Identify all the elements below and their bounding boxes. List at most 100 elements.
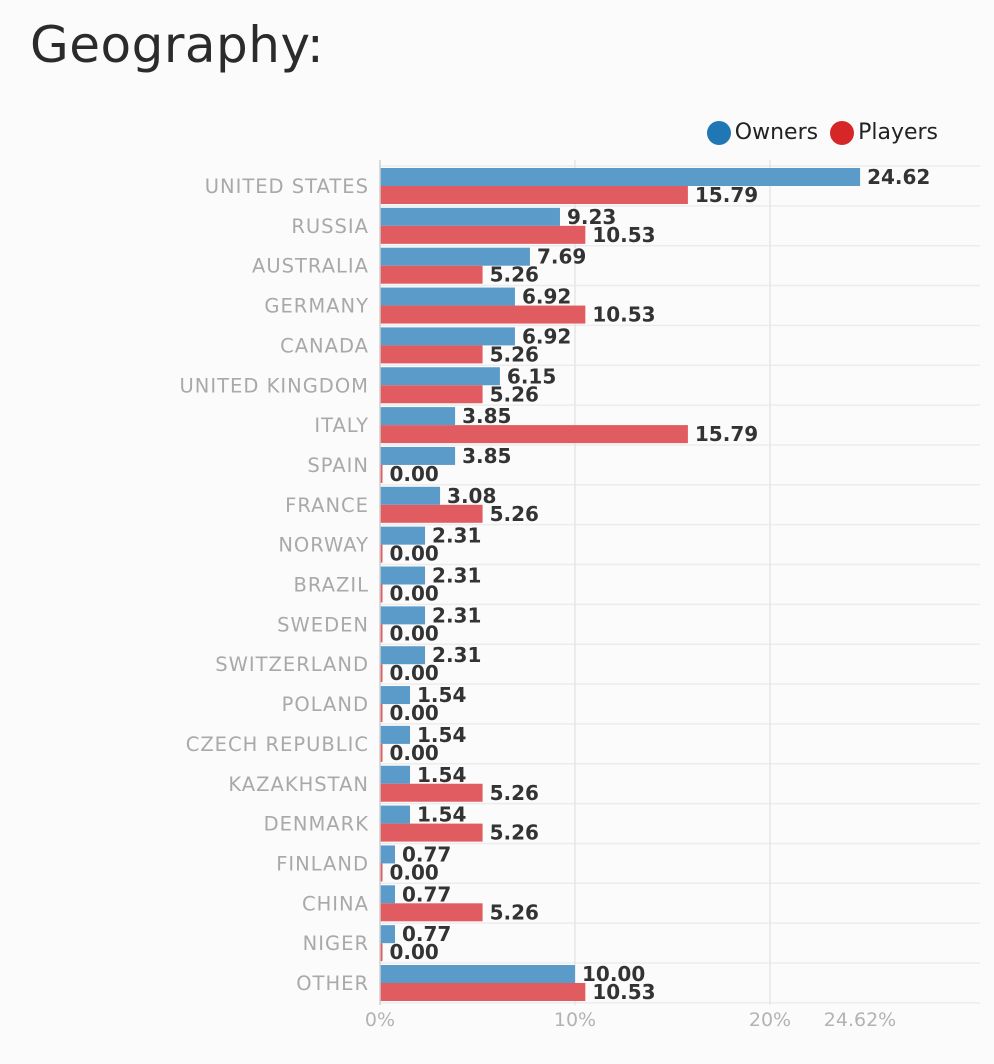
bar-players-australia[interactable]: [380, 265, 483, 284]
bar-players-switzerland[interactable]: [380, 664, 383, 683]
category-label-russia: RUSSIA: [291, 215, 369, 238]
bar-owners-kazakhstan[interactable]: [380, 765, 411, 784]
category-label-united-kingdom: UNITED KINGDOM: [180, 374, 369, 397]
bar-owners-united-states[interactable]: [380, 168, 861, 186]
bar-players-china[interactable]: [380, 903, 483, 922]
data-label-owners-poland: 1.54: [417, 683, 466, 707]
category-label-brazil: BRAZIL: [294, 574, 369, 597]
bar-owners-spain[interactable]: [380, 446, 456, 465]
bar-players-germany[interactable]: [380, 305, 586, 324]
data-label-owners-norway: 2.31: [432, 524, 481, 548]
data-label-owners-australia: 7.69: [537, 245, 586, 269]
bar-players-sweden[interactable]: [380, 624, 383, 643]
bar-owners-russia[interactable]: [380, 207, 560, 226]
data-label-owners-switzerland: 2.31: [432, 643, 481, 667]
legend-label-owners: Owners: [734, 120, 819, 145]
category-label-czech-republic: CZECH REPUBLIC: [186, 733, 369, 756]
bar-players-czech-republic[interactable]: [380, 743, 383, 762]
x-tick-label-20-: 20%: [749, 1009, 791, 1031]
bar-owners-italy[interactable]: [380, 407, 456, 426]
bar-players-russia[interactable]: [380, 225, 586, 244]
bar-players-norway[interactable]: [380, 544, 383, 563]
bar-players-brazil[interactable]: [380, 584, 383, 603]
data-label-players-other: 10.53: [592, 980, 655, 1004]
category-label-canada: CANADA: [280, 334, 369, 357]
category-label-china: CHINA: [302, 892, 369, 915]
bar-players-united-states[interactable]: [380, 186, 688, 204]
bar-players-spain[interactable]: [380, 464, 383, 483]
bar-owners-finland[interactable]: [380, 845, 396, 864]
data-label-owners-china: 0.77: [402, 882, 451, 906]
category-label-spain: SPAIN: [307, 454, 369, 477]
bar-players-kazakhstan[interactable]: [380, 783, 483, 802]
bar-owners-germany[interactable]: [380, 287, 515, 306]
data-label-players-brazil: 0.00: [390, 582, 439, 606]
bar-owners-denmark[interactable]: [380, 805, 411, 824]
data-label-players-united-states: 15.79: [695, 183, 758, 207]
data-label-owners-italy: 3.85: [462, 404, 511, 428]
bar-players-poland[interactable]: [380, 704, 383, 723]
bar-owners-brazil[interactable]: [380, 566, 426, 585]
data-label-players-kazakhstan: 5.26: [490, 781, 539, 805]
bar-owners-niger[interactable]: [380, 925, 396, 944]
category-label-denmark: DENMARK: [264, 813, 370, 836]
data-label-players-australia: 5.26: [490, 263, 539, 287]
data-label-owners-spain: 3.85: [462, 444, 511, 468]
category-label-norway: NORWAY: [278, 534, 369, 557]
bar-owners-china[interactable]: [380, 885, 396, 904]
bar-players-denmark[interactable]: [380, 823, 483, 842]
data-label-players-poland: 0.00: [390, 701, 439, 725]
data-label-owners-united-states: 24.62: [867, 165, 930, 189]
bar-players-italy[interactable]: [380, 425, 688, 444]
bar-owners-france[interactable]: [380, 486, 441, 505]
bar-owners-czech-republic[interactable]: [380, 725, 411, 744]
data-label-players-czech-republic: 0.00: [390, 741, 439, 765]
bar-players-canada[interactable]: [380, 345, 483, 364]
data-label-players-niger: 0.00: [390, 940, 439, 964]
category-label-italy: ITALY: [314, 414, 369, 437]
category-label-niger: NIGER: [303, 932, 369, 955]
legend-item-owners[interactable]: Owners: [706, 120, 819, 145]
data-label-owners-finland: 0.77: [402, 842, 451, 866]
bar-players-other[interactable]: [380, 983, 586, 1001]
data-label-owners-russia: 9.23: [567, 205, 616, 229]
category-label-france: FRANCE: [285, 494, 369, 517]
category-label-australia: AUSTRALIA: [252, 255, 369, 278]
bar-players-finland[interactable]: [380, 863, 383, 882]
data-label-owners-denmark: 1.54: [417, 803, 466, 827]
x-tick-label-10-: 10%: [554, 1009, 596, 1031]
legend-item-players[interactable]: Players: [830, 120, 938, 145]
bar-players-france[interactable]: [380, 504, 483, 523]
data-label-players-finland: 0.00: [390, 860, 439, 884]
data-label-players-china: 5.26: [490, 900, 539, 924]
data-label-owners-other: 10.00: [582, 962, 645, 986]
bar-owners-canada[interactable]: [380, 327, 515, 346]
data-label-owners-sweden: 2.31: [432, 603, 481, 627]
bar-owners-united-kingdom[interactable]: [380, 367, 500, 386]
data-label-players-norway: 0.00: [390, 542, 439, 566]
legend-swatch-owners: [706, 120, 731, 145]
bar-owners-norway[interactable]: [380, 526, 426, 545]
chart-legend: Owners Players: [706, 120, 938, 145]
category-label-other: OTHER: [296, 972, 369, 995]
x-tick-label-24-62-: 24.62%: [824, 1009, 896, 1031]
bar-owners-poland[interactable]: [380, 686, 411, 705]
bar-players-united-kingdom[interactable]: [380, 385, 483, 404]
bar-owners-other[interactable]: [380, 965, 575, 983]
data-label-players-united-kingdom: 5.26: [490, 382, 539, 406]
category-label-kazakhstan: KAZAKHSTAN: [228, 773, 369, 796]
data-label-owners-niger: 0.77: [402, 922, 451, 946]
bar-owners-switzerland[interactable]: [380, 646, 426, 665]
data-label-owners-france: 3.08: [447, 484, 496, 508]
data-label-owners-kazakhstan: 1.54: [417, 763, 466, 787]
bar-players-niger[interactable]: [380, 943, 383, 962]
category-label-sweden: SWEDEN: [277, 613, 369, 636]
bar-owners-australia[interactable]: [380, 247, 530, 266]
data-label-players-france: 5.26: [490, 502, 539, 526]
bar-owners-sweden[interactable]: [380, 606, 426, 625]
category-label-switzerland: SWITZERLAND: [215, 653, 369, 676]
data-label-players-germany: 10.53: [592, 303, 655, 327]
page-title: Geography:: [30, 16, 325, 74]
data-label-owners-czech-republic: 1.54: [417, 723, 466, 747]
